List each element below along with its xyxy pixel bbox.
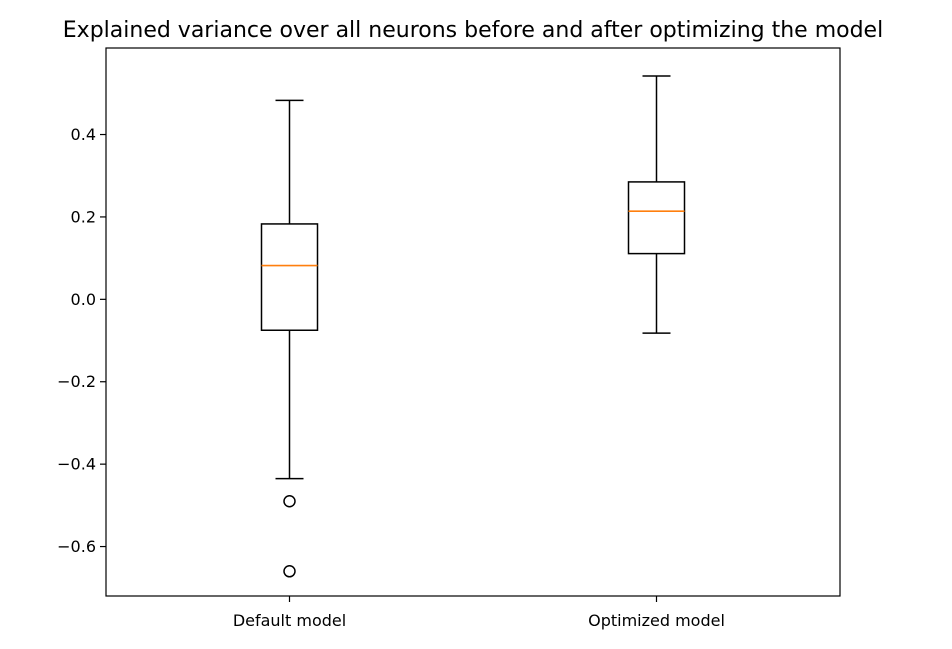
x-tick-label: Default model xyxy=(233,611,346,630)
outlier-point xyxy=(283,494,296,508)
y-tick-label: 0.2 xyxy=(71,207,96,226)
x-tick-label: Optimized model xyxy=(588,611,725,630)
y-tick-label: −0.4 xyxy=(57,455,96,474)
plot-area-frame xyxy=(105,47,841,597)
outlier-point xyxy=(283,565,296,578)
iqr-box xyxy=(627,181,686,255)
y-axis: 0.4 0.2 0.0 −0.2 −0.4 −0.6 xyxy=(57,125,106,556)
box-group xyxy=(260,75,686,578)
y-tick-label: 0.0 xyxy=(71,290,96,309)
chart-title: Explained variance over all neurons befo… xyxy=(63,18,883,43)
y-tick-label: −0.2 xyxy=(57,372,96,391)
box-optimized-model xyxy=(627,75,686,334)
x-axis: Default model Optimized model xyxy=(233,596,725,630)
y-tick-label: 0.4 xyxy=(71,125,96,144)
y-tick-label: −0.6 xyxy=(57,537,96,556)
box-default-model xyxy=(260,99,319,578)
iqr-box xyxy=(260,223,319,331)
